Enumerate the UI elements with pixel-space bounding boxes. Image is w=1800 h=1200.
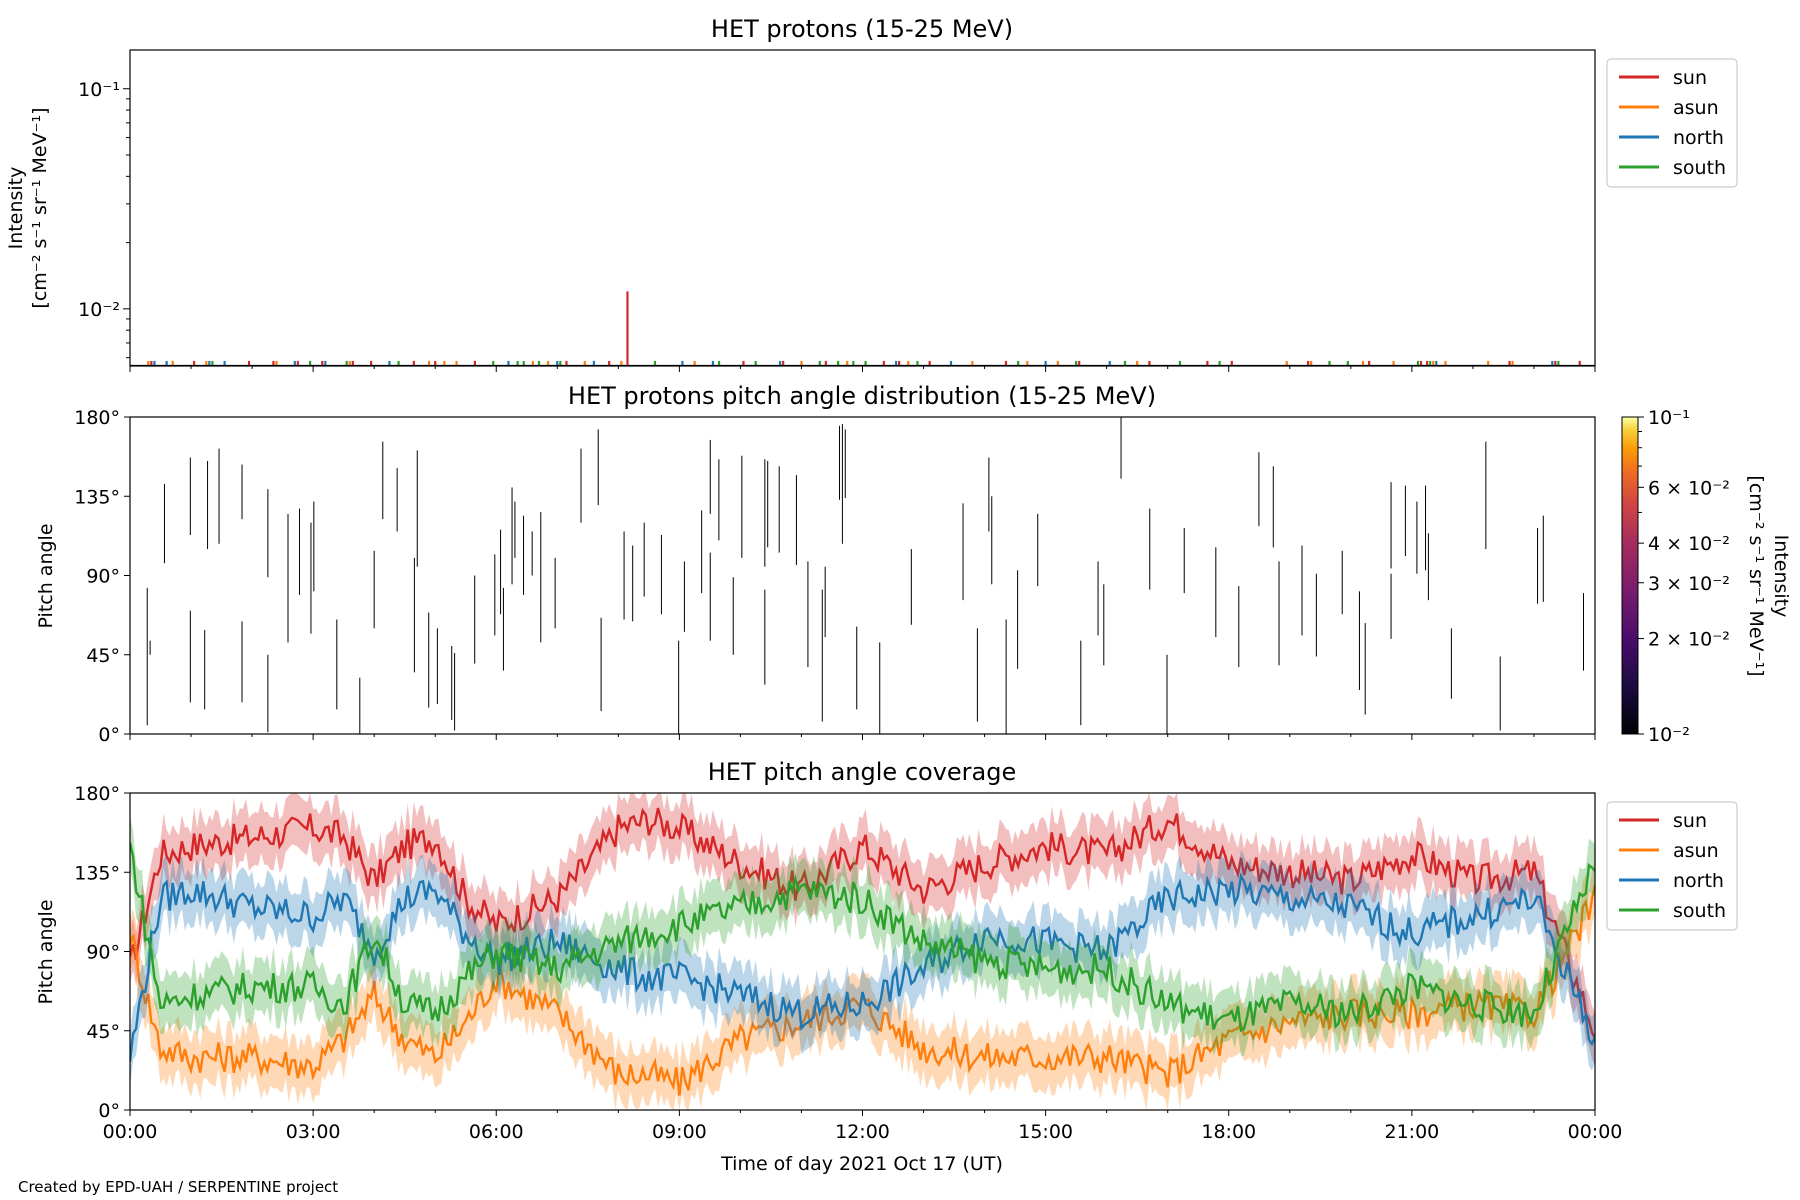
panel3-y-axis: 0° 45° 90° 135° 180° — [74, 783, 130, 1122]
y-tick-label: 10⁻¹ — [78, 79, 120, 101]
x-tick-label: 09:00 — [652, 1121, 707, 1143]
panel2-y-axis: 0° 45° 90° 135° 180° — [74, 407, 130, 746]
y-tick-label: 0° — [98, 1100, 120, 1122]
panel1-ylabel-units: [cm⁻² s⁻¹ sr⁻¹ MeV⁻¹] — [29, 107, 51, 308]
colorbar-tick-label: 2 × 10⁻² — [1648, 629, 1730, 651]
legend-label-sun: sun — [1673, 67, 1707, 89]
panel3-series — [130, 793, 1595, 1110]
x-tick-label: 00:00 — [1568, 1121, 1623, 1143]
y-tick-label: 10⁻² — [78, 299, 120, 321]
legend-label-asun: asun — [1673, 840, 1719, 862]
colorbar-tick-label: 10⁻² — [1648, 724, 1690, 746]
coverage-line-south — [130, 842, 1595, 1033]
colorbar — [1621, 416, 1639, 735]
legend-label-south: south — [1673, 157, 1726, 179]
legend-box — [1606, 801, 1738, 931]
coverage-band-asun — [130, 858, 1595, 1110]
x-tick-label: 06:00 — [469, 1121, 524, 1143]
x-tick-label: 18:00 — [1201, 1121, 1256, 1143]
panel-pitch-angle-distribution: HET protons pitch angle distribution (15… — [35, 382, 1792, 746]
panel1-ylabel: Intensity — [5, 167, 27, 250]
x-tick-label: 03:00 — [286, 1121, 341, 1143]
panel3-title: HET pitch angle coverage — [708, 758, 1016, 786]
coverage-band-south — [130, 816, 1595, 1057]
x-tick-label: 15:00 — [1018, 1121, 1073, 1143]
panel-intensity: HET protons (15-25 MeV) 10⁻² 10⁻¹ Intensi… — [5, 15, 1738, 372]
legend-label-asun: asun — [1673, 97, 1719, 119]
y-tick-label: 135° — [74, 486, 120, 508]
panel3-ylabel: Pitch angle — [35, 899, 57, 1004]
panel2-title: HET protons pitch angle distribution (15… — [568, 382, 1156, 410]
y-tick-label: 180° — [74, 783, 120, 805]
colorbar-label: Intensity — [1770, 535, 1792, 618]
legend-label-south: south — [1673, 900, 1726, 922]
legend-label-north: north — [1673, 127, 1724, 149]
y-tick-label: 90° — [86, 942, 120, 964]
y-tick-label: 0° — [98, 724, 120, 746]
y-tick-label: 90° — [86, 566, 120, 588]
panel3-frame — [129, 792, 1596, 1111]
coverage-band-north — [130, 849, 1595, 1088]
colorbar-tick-label: 6 × 10⁻² — [1648, 477, 1730, 499]
colorbar-tick-label: 4 × 10⁻² — [1648, 533, 1730, 555]
x-tick-label: 00:00 — [103, 1121, 158, 1143]
panel2-segments — [146, 417, 1585, 734]
x-tick-label: 21:00 — [1384, 1121, 1439, 1143]
y-tick-label: 135° — [74, 862, 120, 884]
colorbar-tick-label: 10⁻¹ — [1648, 407, 1690, 429]
coverage-line-sun — [130, 807, 1595, 1039]
panel3-legend: sun asun north south — [1606, 801, 1738, 931]
coverage-band-sun — [130, 793, 1595, 1065]
panel3-x-ticks: 00:00 03:00 06:00 09:00 12:00 15:00 18:00 21:00… — [103, 1110, 1623, 1143]
panel2-ylabel: Pitch angle — [35, 523, 57, 628]
y-tick-label: 45° — [86, 1021, 120, 1043]
panel-pitch-angle-coverage: HET pitch angle coverage 0° 45° 90° 135° 180… — [35, 758, 1738, 1175]
panel1-legend: sun asun north south — [1606, 58, 1738, 188]
panel2-x-ticks — [129, 734, 1596, 740]
colorbar-units: [cm⁻² s⁻¹ sr⁻¹ MeV⁻¹] — [1745, 475, 1767, 676]
panel1-y-axis: 10⁻² 10⁻¹ — [78, 79, 130, 359]
panel1-title: HET protons (15-25 MeV) — [711, 15, 1013, 43]
y-tick-label: 45° — [86, 645, 120, 667]
credit-text: Created by EPD-UAH / SERPENTINE project — [18, 1178, 338, 1196]
panel1-x-ticks — [129, 366, 1596, 372]
legend-box — [1606, 58, 1738, 188]
coverage-line-north — [130, 872, 1595, 1062]
colorbar-ticks: 10⁻² 2 × 10⁻² 3 × 10⁻² 4 × 10⁻² 6 × 10⁻² 10⁻¹ — [1638, 407, 1730, 746]
panel2-frame — [129, 416, 1596, 735]
legend-label-north: north — [1673, 870, 1724, 892]
x-axis-label: Time of day 2021 Oct 17 (UT) — [720, 1153, 1003, 1175]
panel1-frame — [129, 49, 1596, 367]
x-tick-label: 12:00 — [835, 1121, 890, 1143]
legend-label-sun: sun — [1673, 810, 1707, 832]
panel1-series — [130, 291, 1595, 366]
y-tick-label: 180° — [74, 407, 120, 429]
colorbar-tick-label: 3 × 10⁻² — [1648, 573, 1730, 595]
